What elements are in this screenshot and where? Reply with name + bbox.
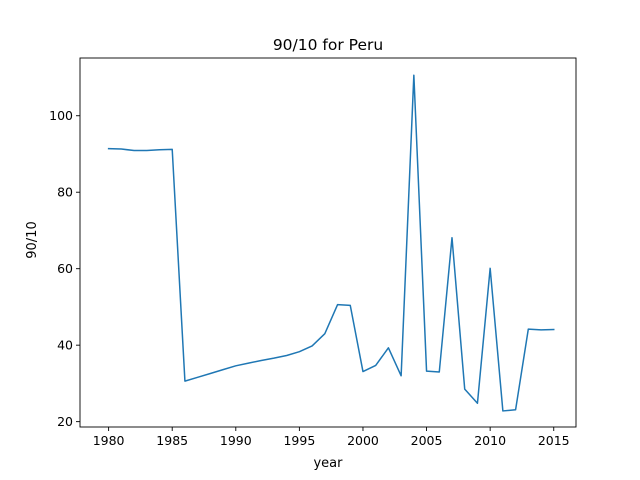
x-tick-label: 1985 (156, 433, 188, 448)
series-line-0 (107, 74, 555, 412)
y-tick-label: 100 (49, 108, 73, 123)
x-tick-label: 1980 (93, 433, 125, 448)
x-tick-label: 2015 (538, 433, 570, 448)
y-tick-label: 80 (57, 185, 73, 200)
x-axis-label: year (313, 456, 343, 471)
plot-area (79, 57, 577, 428)
x-tick-label: 2000 (347, 433, 379, 448)
x-tick-label: 1990 (220, 433, 252, 448)
y-tick-label: 20 (57, 414, 73, 429)
x-tick-label: 1995 (283, 433, 315, 448)
y-axis-label: 90/10 (25, 221, 40, 258)
y-axis: 20 40 60 80 100 (49, 108, 80, 429)
x-tick-label: 2010 (474, 433, 506, 448)
chart-title: 90/10 for Peru (273, 36, 383, 54)
x-axis: 1980 1985 1990 1995 2000 2005 2010 2015 (93, 427, 570, 448)
y-tick-label: 40 (57, 338, 73, 353)
plot-frame (79, 57, 577, 428)
y-tick-label: 60 (57, 261, 73, 276)
x-tick-label: 2005 (411, 433, 443, 448)
